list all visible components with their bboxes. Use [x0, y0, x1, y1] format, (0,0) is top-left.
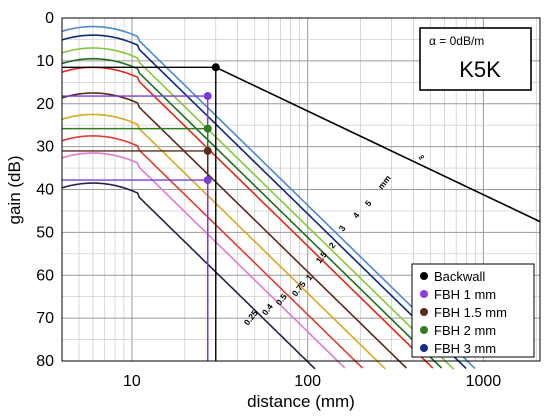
reference-point — [203, 146, 212, 155]
info-box-alpha: α = 0dB/m — [429, 34, 484, 48]
dgs-curve-3 — [61, 47, 455, 370]
reference-point — [203, 92, 212, 101]
y-tick-label: 40 — [36, 182, 54, 199]
y-tick-label: 80 — [36, 353, 54, 370]
legend-label: FBH 1.5 mm — [434, 305, 507, 320]
info-box-probe: K5K — [459, 57, 501, 82]
info-box-frame — [419, 27, 532, 91]
dgs-curve-4 — [61, 34, 467, 370]
legend-label: Backwall — [434, 269, 485, 284]
y-tick-label: 20 — [36, 96, 54, 113]
dgs-curve-2 — [61, 57, 443, 369]
backwall-infinity-label: ∞ — [416, 151, 426, 163]
y-tick-label: 0 — [45, 10, 54, 27]
reference-point — [203, 176, 212, 185]
y-tick-label: 10 — [36, 53, 54, 70]
y-tick-label: 50 — [36, 224, 54, 241]
y-axis-label: gain (dB) — [5, 156, 24, 225]
legend-label: FBH 1 mm — [434, 287, 496, 302]
curves — [61, 25, 541, 370]
legend-marker — [420, 290, 428, 298]
legend: Backwall FBH 1 mm FBH 1.5 mm FBH 2 mm FBH 3 … — [411, 263, 535, 358]
curve-label: 5 — [363, 198, 374, 208]
curve-label: 4 — [351, 210, 362, 220]
backwall-line — [215, 66, 541, 223]
dgs-curve-0.5 — [61, 135, 364, 369]
x-axis-label: distance (mm) — [247, 392, 355, 411]
dgs-curve-0.75 — [61, 113, 386, 370]
info-box: α = 0dB/m K5K — [419, 27, 532, 91]
legend-marker — [420, 308, 428, 316]
x-tick-label: 1000 — [466, 373, 502, 390]
reference-point — [211, 63, 220, 72]
curve-label: 2 — [327, 240, 338, 250]
dgs-curve-5 — [61, 25, 476, 370]
x-tick-label: 10 — [123, 373, 141, 390]
legend-label: FBH 3 mm — [434, 341, 496, 356]
x-tick-label: 100 — [294, 373, 321, 390]
legend-marker — [420, 344, 428, 352]
y-tick-label: 30 — [36, 139, 54, 156]
y-tick-label: 70 — [36, 310, 54, 327]
curve-label: 1 — [304, 272, 315, 282]
curve-label: 3 — [337, 223, 348, 233]
legend-marker — [420, 272, 428, 280]
dgs-curve-1.5 — [61, 66, 434, 369]
dgs-curve-0.25 — [61, 182, 316, 370]
legend-label: FBH 2 mm — [434, 323, 496, 338]
legend-frame — [411, 263, 535, 358]
reference-lines — [62, 63, 220, 361]
plot-frame — [61, 17, 541, 362]
y-tick-label: 60 — [36, 267, 54, 284]
dgs-curve-0.4 — [61, 152, 346, 369]
legend-marker — [420, 326, 428, 334]
tick-labels: 10 100 1000 0 10 20 30 40 50 60 70 80 — [36, 10, 501, 390]
reference-point — [203, 124, 212, 133]
